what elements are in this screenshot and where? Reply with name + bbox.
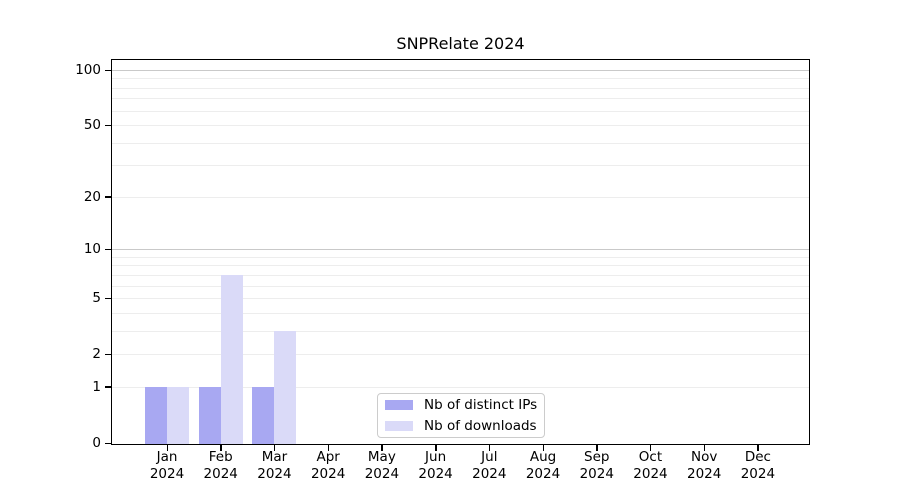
legend-item-distinct-ips: Nb of distinct IPs	[378, 396, 544, 414]
x-tick-mark	[166, 445, 168, 451]
gridline-minor	[112, 142, 809, 144]
y-tick-label: 5	[92, 290, 101, 307]
y-tick-mark	[105, 353, 111, 356]
x-tick-label: Feb 2024	[189, 449, 253, 483]
gridline-minor	[112, 330, 809, 332]
x-tick-mark	[381, 445, 383, 451]
gridline-minor	[112, 87, 809, 89]
x-tick-label: Dec 2024	[726, 449, 790, 483]
x-tick-year: 2024	[633, 466, 668, 482]
gridline-minor	[112, 165, 809, 167]
y-tick-label: 2	[92, 346, 101, 363]
x-tick-mark	[488, 445, 491, 451]
bar-downloads	[167, 386, 189, 444]
y-tick-mark	[105, 248, 111, 251]
gridline-major	[112, 70, 809, 71]
gridline-minor	[112, 312, 809, 314]
x-tick-year: 2024	[579, 466, 614, 482]
gridline-minor	[112, 256, 809, 258]
gridline-minor	[112, 354, 809, 356]
x-tick-month: Sep	[584, 449, 610, 465]
x-tick-mark	[435, 445, 437, 451]
plot-area: 0 1 2 5 10 20 50 100 Jan 2024 Feb 2024 Mar 2024 Apr 202…	[75, 59, 810, 482]
y-tick-mark	[105, 69, 111, 71]
chart-title: SNPRelate 2024	[396, 34, 525, 53]
x-tick-month: Feb	[208, 449, 233, 465]
x-tick-year: 2024	[740, 466, 776, 482]
legend: Nb of distinct IPs Nb of downloads	[377, 393, 545, 438]
x-tick-mark	[703, 445, 706, 451]
gridline-minor	[112, 125, 809, 127]
x-tick-mark	[757, 445, 759, 451]
x-tick-mark	[220, 445, 222, 451]
x-tick-month: Apr	[316, 449, 340, 465]
x-tick-label: Oct 2024	[618, 449, 682, 483]
gridline-minor	[112, 386, 809, 388]
x-tick-month: May	[367, 449, 396, 465]
x-tick-year: 2024	[310, 466, 346, 482]
bar-downloads	[274, 330, 297, 444]
x-tick-year: 2024	[149, 466, 185, 482]
legend-label: Nb of distinct IPs	[424, 397, 538, 413]
y-tick-label: 20	[83, 188, 101, 205]
x-tick-month: Nov	[691, 449, 718, 465]
y-tick-label: 1	[92, 378, 101, 395]
legend-label: Nb of downloads	[424, 418, 537, 434]
x-tick-label: Apr 2024	[296, 449, 360, 483]
x-tick-label: Mar 2024	[242, 449, 306, 483]
gridline-major	[112, 249, 809, 251]
legend-swatch-distinct-ips	[385, 400, 413, 410]
gridline-minor	[112, 78, 809, 80]
bar-distinct-ips	[252, 386, 275, 444]
x-tick-label: Sep 2024	[565, 449, 629, 483]
bar-distinct-ips	[145, 386, 167, 444]
y-tick-mark	[105, 124, 111, 127]
x-tick-month: Oct	[638, 449, 663, 465]
y-tick-label: 50	[83, 117, 101, 134]
x-tick-mark	[542, 445, 545, 451]
x-tick-mark	[649, 445, 652, 451]
y-tick-label: 0	[92, 435, 101, 451]
x-tick-label: Nov 2024	[672, 449, 736, 483]
x-tick-label: Jul 2024	[457, 449, 521, 483]
legend-swatch-downloads	[385, 421, 413, 431]
gridline-minor	[112, 298, 809, 300]
y-tick-mark	[105, 196, 111, 198]
legend-item-downloads: Nb of downloads	[378, 417, 544, 435]
bar-downloads	[220, 274, 243, 444]
x-tick-month: Jun	[425, 449, 447, 465]
y-tick-mark	[105, 386, 111, 388]
y-tick-label: 10	[83, 241, 101, 258]
gridline-minor	[112, 196, 809, 198]
y-tick-mark	[105, 297, 111, 300]
gridline-minor	[112, 285, 809, 287]
gridline-minor	[112, 110, 809, 112]
x-tick-month: Aug	[529, 449, 557, 465]
gridline-minor	[112, 98, 809, 100]
x-tick-year: 2024	[203, 466, 238, 482]
x-tick-year: 2024	[418, 466, 453, 482]
x-tick-mark	[327, 445, 330, 451]
x-tick-month: Mar	[261, 449, 288, 465]
gridline-minor	[112, 274, 809, 276]
x-tick-mark	[273, 445, 276, 451]
x-tick-mark	[596, 445, 598, 451]
x-tick-month: Jul	[481, 449, 498, 465]
x-tick-year: 2024	[472, 466, 507, 482]
x-tick-label: Jun 2024	[404, 449, 468, 483]
x-tick-year: 2024	[525, 466, 561, 482]
y-tick-mark	[105, 442, 111, 444]
x-tick-month: Dec	[744, 449, 771, 465]
bar-distinct-ips	[198, 386, 221, 444]
x-tick-year: 2024	[687, 466, 722, 482]
x-tick-year: 2024	[364, 466, 400, 482]
gridline-minor	[112, 265, 809, 267]
x-tick-label: Aug 2024	[511, 449, 575, 483]
x-tick-year: 2024	[257, 466, 292, 482]
x-tick-label: May 2024	[350, 449, 414, 483]
x-tick-label: Jan 2024	[135, 449, 199, 483]
y-tick-label: 100	[75, 62, 101, 78]
x-tick-month: Jan	[156, 449, 178, 465]
